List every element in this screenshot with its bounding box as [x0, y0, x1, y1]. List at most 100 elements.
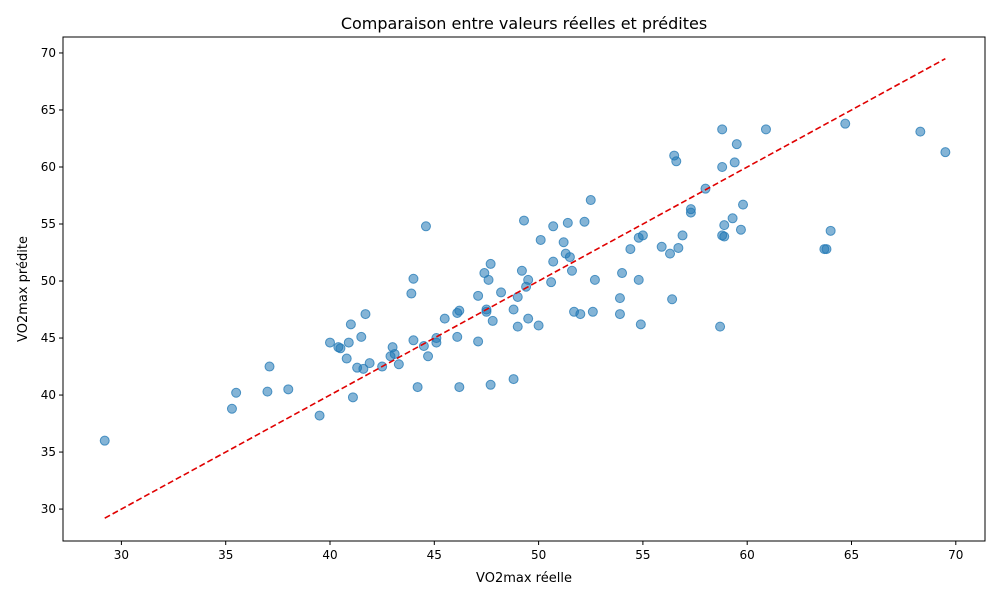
data-point-69 — [579, 216, 590, 227]
y-axis-label: VO2max prédite — [16, 236, 31, 342]
data-point-70 — [585, 195, 596, 206]
data-point-4 — [264, 361, 275, 372]
x-axis-label: VO2max réelle — [476, 571, 572, 586]
data-point-62 — [558, 237, 569, 248]
data-point-90 — [717, 124, 728, 135]
data-point-1 — [226, 403, 237, 414]
x-tick-label-55: 55 — [635, 548, 650, 562]
data-point-93 — [719, 231, 730, 242]
data-point-5 — [283, 384, 294, 395]
data-point-85 — [671, 156, 682, 167]
data-point-98 — [729, 157, 740, 168]
data-point-88 — [700, 183, 711, 194]
data-point-45 — [485, 379, 496, 390]
data-point-6 — [314, 410, 325, 421]
data-point-97 — [727, 213, 738, 224]
data-point-7 — [325, 337, 336, 348]
data-point-11 — [343, 337, 354, 348]
data-point-102 — [760, 124, 771, 135]
data-point-43 — [483, 274, 494, 285]
data-point-38 — [473, 290, 484, 301]
data-point-17 — [360, 309, 371, 320]
y-tick-label-50: 50 — [41, 274, 56, 288]
points-layer — [99, 118, 951, 446]
y-tick-label-60: 60 — [41, 160, 56, 174]
data-point-28 — [418, 341, 429, 352]
y-tick-label-35: 35 — [41, 445, 56, 459]
data-point-15 — [356, 331, 367, 342]
data-point-108 — [940, 147, 951, 158]
data-point-106 — [840, 118, 851, 129]
data-point-55 — [523, 274, 534, 285]
reference-line-layer — [104, 57, 946, 519]
data-point-74 — [614, 309, 625, 320]
x-tick-label-70: 70 — [948, 548, 963, 562]
data-point-101 — [738, 199, 749, 210]
x-tick-label-45: 45 — [427, 548, 442, 562]
data-point-9 — [335, 343, 346, 354]
y-axis: 30 35 40 45 50 55 60 65 70 — [41, 46, 63, 516]
data-point-107 — [915, 126, 926, 137]
data-point-64 — [562, 217, 573, 228]
data-point-81 — [656, 241, 667, 252]
data-point-58 — [535, 234, 546, 245]
data-point-66 — [566, 265, 577, 276]
data-point-104 — [821, 244, 832, 255]
data-point-46 — [487, 315, 498, 326]
data-point-25 — [408, 273, 419, 284]
x-tick-label-65: 65 — [844, 548, 859, 562]
data-point-39 — [473, 336, 484, 347]
y-tick-label-65: 65 — [41, 103, 56, 117]
y-tick-label-40: 40 — [41, 388, 56, 402]
data-point-3 — [262, 386, 273, 397]
data-point-0 — [99, 435, 110, 446]
data-point-65 — [564, 252, 575, 263]
data-point-26 — [408, 335, 419, 346]
data-point-96 — [685, 207, 696, 218]
data-point-99 — [731, 139, 742, 150]
x-axis: 30 35 40 45 50 55 60 65 70 — [114, 541, 963, 562]
data-point-18 — [364, 358, 375, 369]
data-point-50 — [512, 321, 523, 332]
data-point-16 — [358, 363, 369, 374]
data-point-89 — [715, 321, 726, 332]
data-point-100 — [735, 224, 746, 235]
data-point-73 — [614, 293, 625, 304]
data-point-30 — [423, 351, 434, 362]
data-point-33 — [439, 313, 450, 324]
x-tick-label-50: 50 — [531, 548, 546, 562]
data-point-56 — [523, 313, 534, 324]
x-tick-label-60: 60 — [740, 548, 755, 562]
plot-frame — [62, 36, 986, 542]
data-point-51 — [512, 291, 523, 302]
data-point-72 — [589, 274, 600, 285]
data-point-22 — [389, 348, 400, 359]
data-point-10 — [341, 353, 352, 364]
data-point-47 — [496, 287, 507, 298]
data-point-82 — [665, 248, 676, 259]
data-point-52 — [516, 265, 527, 276]
data-point-49 — [508, 374, 519, 385]
data-point-78 — [633, 274, 644, 285]
y-tick-label-30: 30 — [41, 502, 56, 516]
data-point-48 — [508, 304, 519, 315]
x-tick-label-30: 30 — [114, 548, 129, 562]
data-point-68 — [575, 309, 586, 320]
data-point-53 — [519, 215, 529, 226]
data-point-23 — [393, 359, 404, 370]
data-point-37 — [454, 382, 465, 393]
y-tick-label-55: 55 — [41, 217, 56, 231]
data-point-86 — [673, 242, 684, 253]
data-point-27 — [412, 382, 423, 393]
data-point-80 — [637, 230, 648, 241]
data-point-57 — [533, 320, 544, 331]
identity-reference-line — [104, 57, 946, 519]
data-point-24 — [406, 288, 417, 299]
y-tick-label-70: 70 — [41, 46, 56, 60]
x-tick-label-40: 40 — [322, 548, 337, 562]
data-point-87 — [677, 230, 688, 241]
chart-title: Comparaison entre valeurs réelles et pré… — [341, 14, 707, 33]
data-point-29 — [420, 221, 431, 232]
data-point-91 — [717, 161, 728, 172]
